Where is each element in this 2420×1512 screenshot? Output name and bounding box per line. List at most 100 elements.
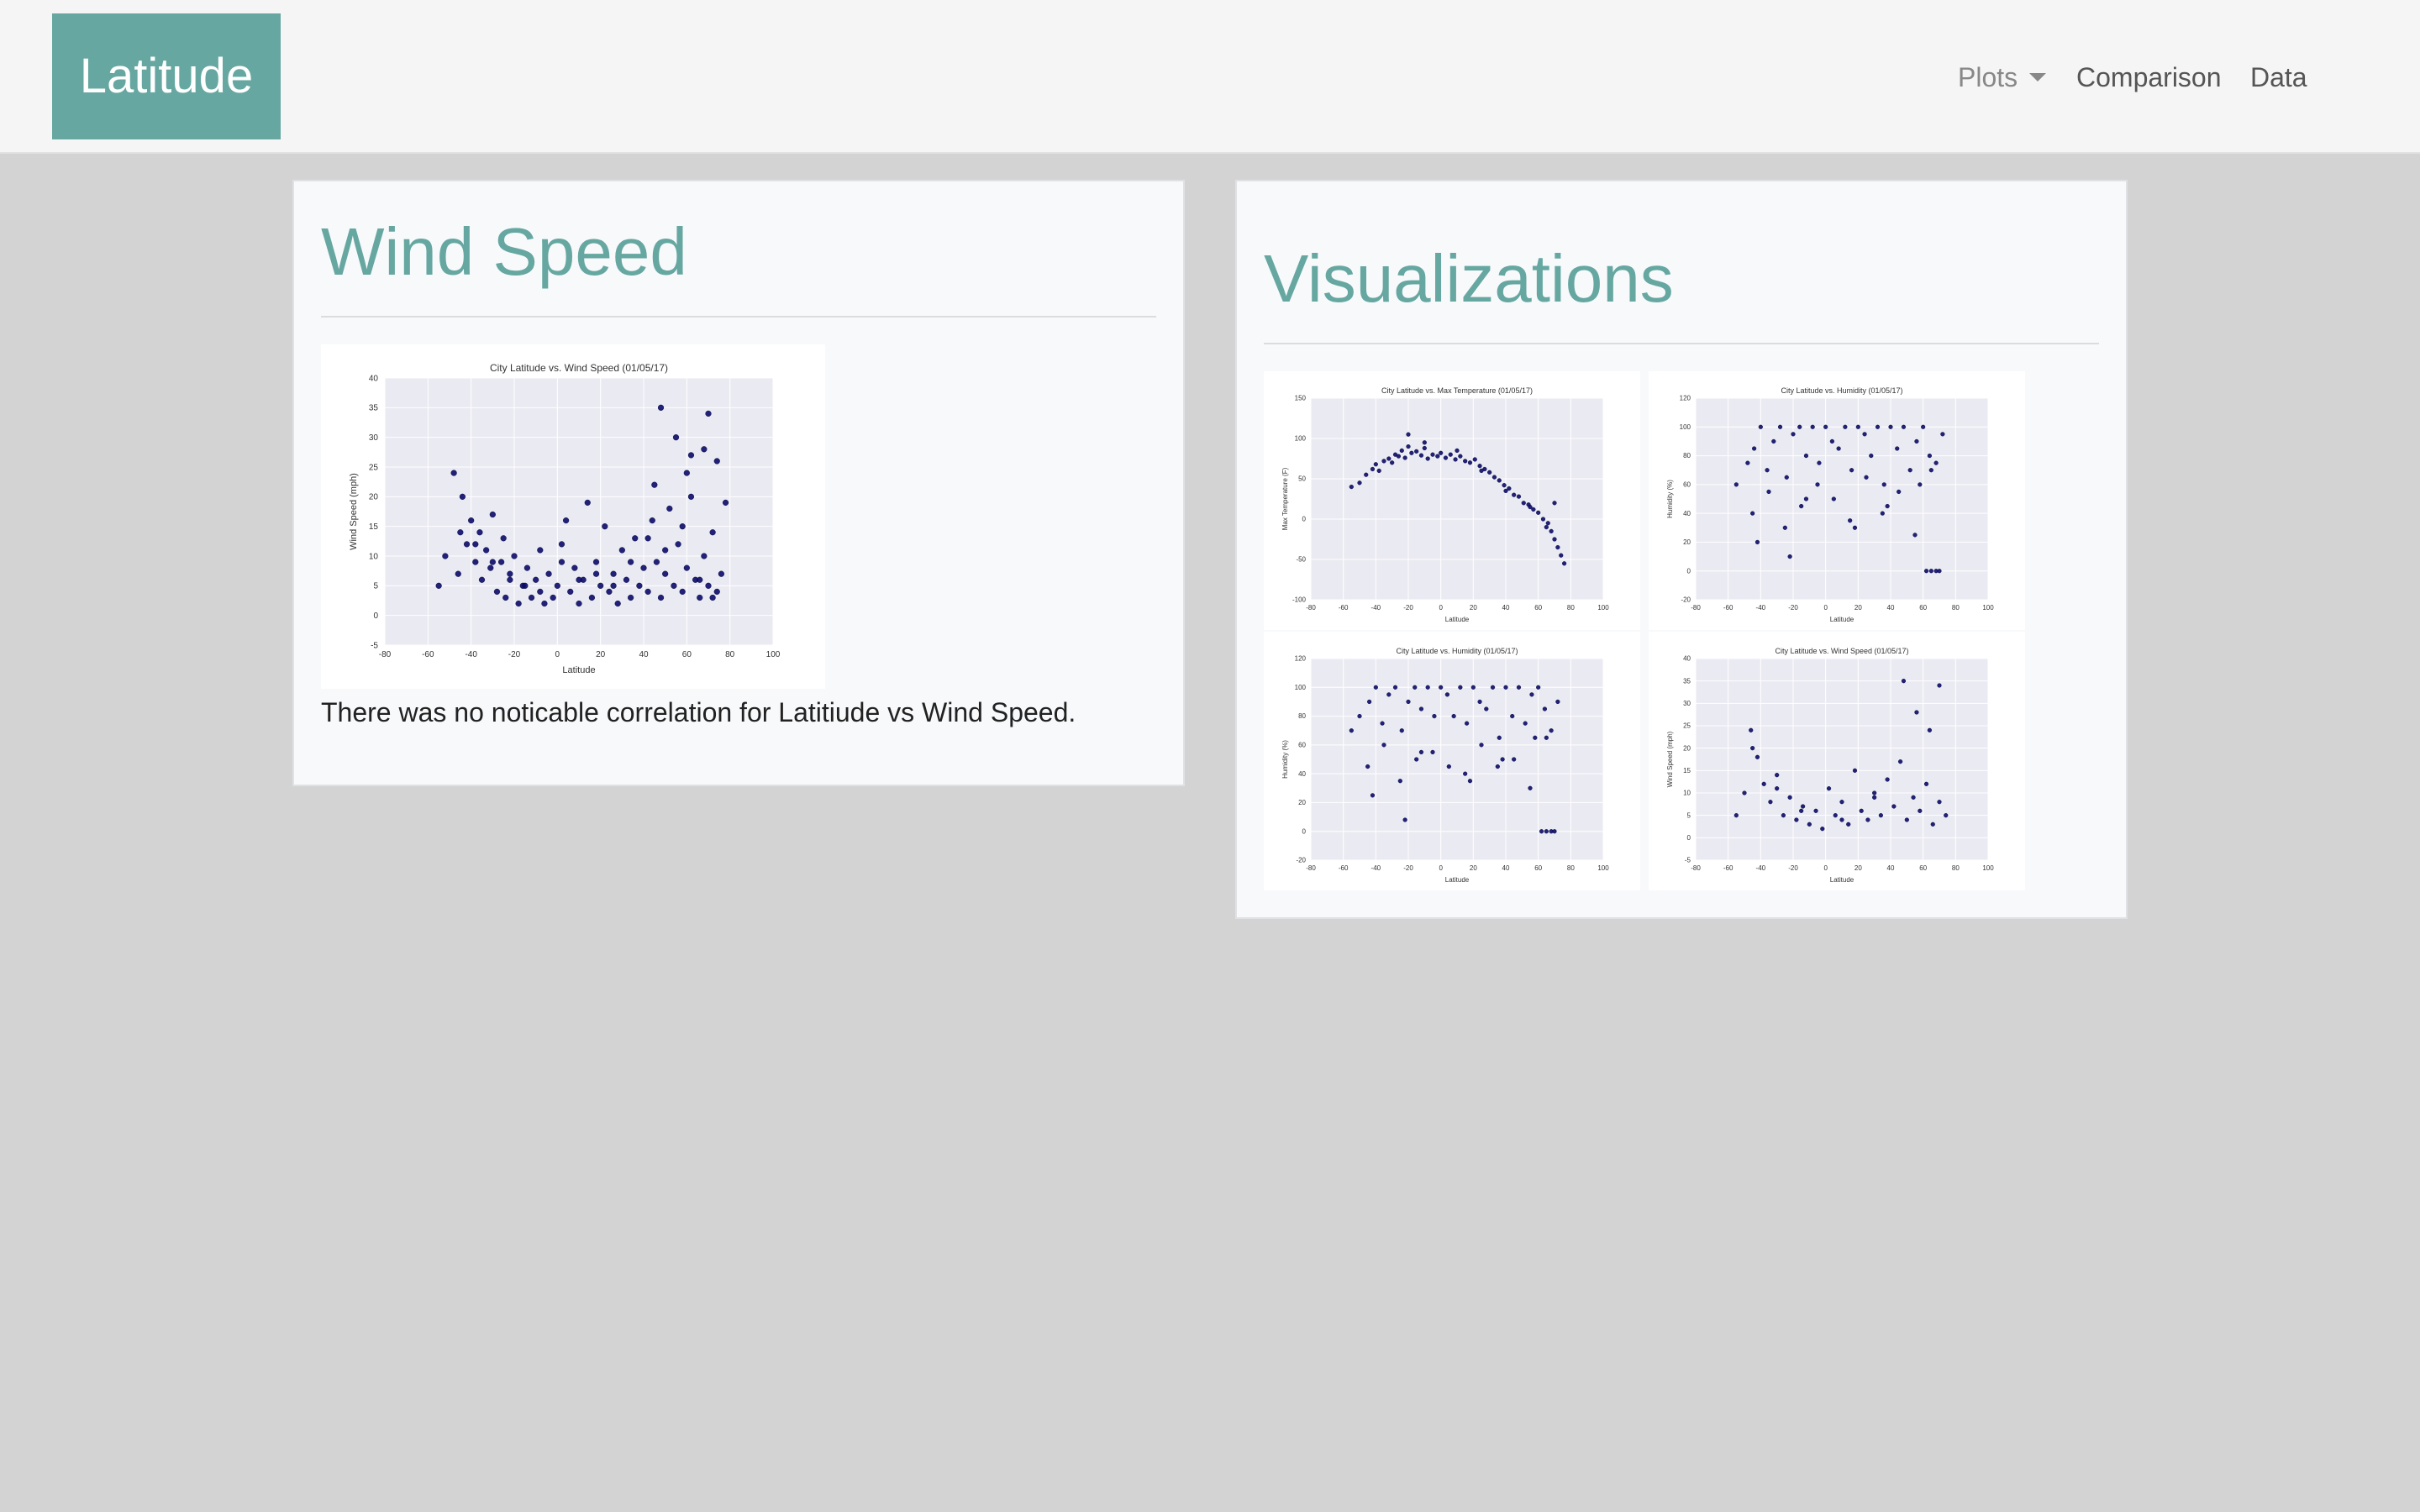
- data-point: [1422, 445, 1427, 451]
- y-tick-label: 120: [1295, 655, 1307, 663]
- humidity-chart-2: -80 -60 -40 -20 0 20 40 60 80 100 -20 0 20 40 60 80 100 1…: [1281, 647, 1609, 884]
- data-point: [1507, 486, 1512, 491]
- data-point: [1820, 827, 1825, 832]
- data-point: [1872, 795, 1877, 800]
- x-tick-label: -40: [1371, 864, 1381, 872]
- divider: [1264, 343, 2099, 344]
- data-point: [701, 446, 708, 453]
- x-tick-label: 40: [639, 650, 649, 659]
- x-tick-label: 100: [766, 650, 781, 659]
- y-tick-label: 80: [1298, 712, 1306, 720]
- data-point: [713, 588, 720, 596]
- data-point: [1771, 438, 1776, 444]
- y-tick-label: 40: [1683, 510, 1691, 517]
- data-point: [628, 559, 634, 565]
- data-point: [528, 594, 535, 601]
- data-point: [1944, 813, 1949, 818]
- x-tick-label: 60: [1534, 604, 1542, 612]
- data-point: [1801, 804, 1806, 809]
- x-tick-label: -20: [1788, 604, 1798, 612]
- data-point: [1552, 501, 1557, 506]
- data-point: [1754, 539, 1760, 545]
- data-point: [478, 576, 486, 583]
- data-point: [1552, 537, 1557, 542]
- data-point: [1472, 457, 1477, 462]
- data-point: [468, 517, 475, 524]
- data-point: [1542, 706, 1548, 711]
- x-tick-label: 100: [1982, 864, 1994, 872]
- data-point: [1549, 728, 1554, 733]
- data-point: [1921, 424, 1926, 429]
- x-tick-label: 40: [1502, 604, 1510, 612]
- data-point: [1370, 793, 1376, 798]
- data-point: [1552, 829, 1557, 834]
- chart-title: City Latitude vs. Humidity (01/05/17): [1781, 386, 1902, 395]
- wind-speed-description: There was no noticable correlation for L…: [321, 697, 1076, 727]
- data-point: [1829, 438, 1835, 444]
- data-point: [1750, 511, 1755, 516]
- data-point: [636, 582, 643, 589]
- data-point: [1531, 507, 1536, 512]
- y-tick-label: 0: [1302, 516, 1307, 523]
- x-tick-label: -60: [1723, 864, 1733, 872]
- data-point: [1914, 438, 1919, 444]
- data-point: [563, 517, 570, 524]
- data-point: [1782, 525, 1787, 530]
- data-point: [1904, 817, 1909, 822]
- x-tick-label: -60: [1339, 864, 1349, 872]
- data-point: [472, 559, 479, 565]
- y-tick-label: -100: [1292, 596, 1307, 604]
- data-point: [1490, 685, 1496, 690]
- data-point: [1555, 545, 1560, 550]
- x-tick-label: 80: [1567, 864, 1575, 872]
- nav-comparison[interactable]: Comparison: [2076, 62, 2222, 92]
- data-point: [554, 582, 560, 589]
- data-point: [1397, 779, 1402, 784]
- plot-area: [1311, 398, 1603, 600]
- data-point: [1846, 822, 1851, 827]
- data-point: [701, 553, 708, 559]
- data-point: [1813, 808, 1818, 813]
- thumb-max-temperature[interactable]: -80 -60 -40 -20 0 20 40 60 80 100 -100 -50 0 50 100 150…: [1264, 371, 1640, 630]
- y-tick-label: 20: [369, 493, 379, 502]
- thumb-humidity-1[interactable]: -80 -60 -40 -20 0 20 40 60 80 100 -20 0 20 40 60 80 100 1…: [1649, 371, 2025, 630]
- data-point: [1781, 813, 1786, 818]
- y-tick-label: -20: [1296, 857, 1306, 864]
- brand-logo[interactable]: Latitude: [52, 13, 281, 139]
- data-point: [1791, 432, 1796, 437]
- data-point: [1775, 773, 1780, 778]
- y-tick-label: 40: [1298, 770, 1306, 778]
- data-point: [1402, 817, 1407, 822]
- data-point: [1733, 482, 1739, 487]
- data-point: [1467, 460, 1473, 465]
- data-point: [1533, 735, 1538, 740]
- y-axis-label: Wind Speed (mph): [349, 473, 359, 550]
- data-point: [1766, 489, 1771, 495]
- data-point: [1430, 749, 1435, 755]
- data-point: [1422, 440, 1427, 445]
- data-point: [1418, 453, 1424, 458]
- data-point: [623, 576, 630, 583]
- nav-plots-dropdown[interactable]: Plots: [1958, 60, 2047, 94]
- data-point: [584, 499, 591, 507]
- data-point: [675, 541, 681, 548]
- data-point: [1443, 455, 1449, 460]
- data-point: [507, 576, 513, 583]
- navbar: Latitude Plots Comparison Data: [0, 0, 2420, 154]
- data-point: [1848, 518, 1853, 523]
- data-point: [1536, 510, 1541, 515]
- data-point: [602, 523, 608, 530]
- x-tick-label: 80: [1567, 604, 1575, 612]
- thumb-humidity-2[interactable]: -80 -60 -40 -20 0 20 40 60 80 100 -20 0 20 40 60 80 100 1…: [1264, 632, 1640, 890]
- data-point: [523, 564, 531, 571]
- data-point: [683, 564, 690, 571]
- x-tick-label: 100: [1982, 604, 1994, 612]
- data-point: [679, 588, 686, 596]
- nav-data[interactable]: Data: [2250, 62, 2307, 92]
- data-point: [718, 570, 725, 577]
- x-tick-label: 0: [1823, 864, 1828, 872]
- thumb-wind-speed[interactable]: -80 -60 -40 -20 0 20 40 60 80 100 -5 0 5 10 15 20 25 30 35…: [1649, 632, 2025, 890]
- data-point: [1516, 685, 1522, 690]
- data-point: [1559, 553, 1564, 558]
- y-tick-label: 60: [1683, 481, 1691, 489]
